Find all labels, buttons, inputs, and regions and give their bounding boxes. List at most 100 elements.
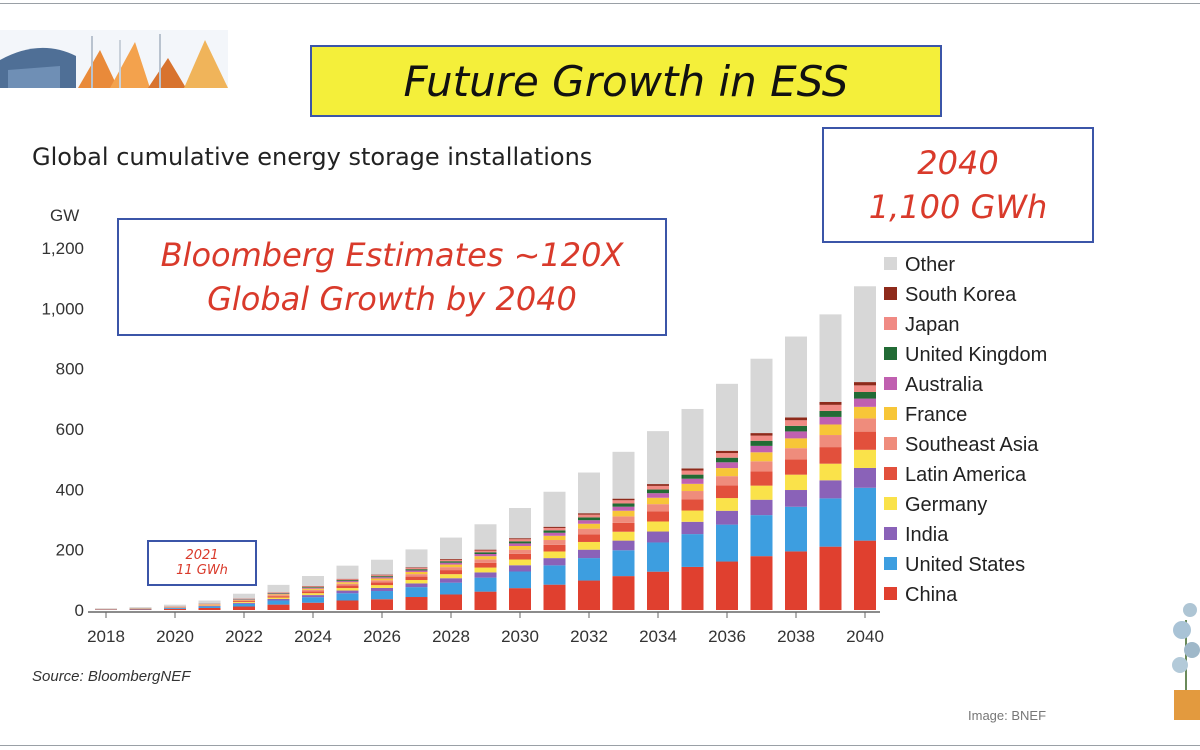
- bar-segment: [785, 459, 807, 475]
- bar-segment: [716, 453, 738, 458]
- legend-swatch: [884, 467, 897, 480]
- bar-segment: [474, 556, 497, 560]
- bar-stack-2039: [819, 314, 842, 610]
- bar-stack-2038: [785, 336, 807, 610]
- bar-segment: [509, 565, 531, 572]
- bar-segment: [405, 580, 428, 584]
- bar-segment: [681, 534, 704, 567]
- bar-segment: [716, 450, 738, 454]
- bar-stack-2034: [647, 431, 669, 610]
- bar-segment: [336, 581, 359, 583]
- legend-swatch: [884, 557, 897, 570]
- bar-segment: [336, 585, 359, 589]
- legend-item: South Korea: [884, 284, 1017, 306]
- bar-segment: [371, 578, 393, 581]
- bar-segment: [302, 597, 324, 603]
- bar-segment: [405, 574, 428, 577]
- bar-segment: [302, 576, 324, 587]
- bar-segment: [440, 578, 462, 583]
- bar-segment: [371, 577, 393, 579]
- legend-item: United Kingdom: [884, 344, 1047, 366]
- bar-stack-2025: [336, 565, 359, 610]
- bar-segment: [543, 527, 566, 531]
- bar-segment: [612, 531, 635, 541]
- y-tick-label: 1,200: [41, 239, 84, 258]
- bar-segment: [750, 485, 773, 500]
- bar-segment: [681, 491, 704, 500]
- bar-segment: [681, 483, 704, 492]
- legend-item: India: [884, 524, 949, 546]
- energy-logo-image: [0, 30, 228, 88]
- bar-segment: [785, 506, 807, 552]
- bar-segment: [543, 491, 566, 527]
- bar-segment: [854, 418, 876, 432]
- bar-segment: [474, 577, 497, 592]
- plant-decoration-image: [1172, 603, 1200, 720]
- bar-segment: [578, 534, 600, 542]
- bar-segment: [440, 561, 462, 563]
- bar-segment: [716, 476, 738, 486]
- x-tick-label: 2040: [846, 627, 884, 646]
- legend-item: Southeast Asia: [884, 434, 1039, 456]
- legend-label: Latin America: [905, 464, 1027, 486]
- bar-segment: [267, 595, 290, 597]
- callout-2040: 2040 1,100 GWh: [822, 127, 1094, 243]
- bar-segment: [509, 559, 531, 566]
- bar-segment: [198, 604, 221, 606]
- bar-segment: [233, 601, 255, 602]
- bar-segment: [509, 549, 531, 554]
- y-tick-label: 200: [56, 541, 84, 560]
- bar-segment: [543, 565, 566, 585]
- bar-segment: [233, 593, 255, 599]
- bar-segment: [612, 451, 635, 499]
- bar-segment: [371, 576, 393, 578]
- legend-item: Other: [884, 254, 955, 276]
- bar-segment: [267, 594, 290, 596]
- bar-segment: [578, 472, 600, 514]
- bar-segment: [681, 499, 704, 511]
- bar-segment: [405, 569, 428, 571]
- bar-segment: [750, 556, 773, 610]
- bar-segment: [474, 562, 497, 568]
- bar-stack-2020: [164, 604, 186, 610]
- bar-segment: [371, 591, 393, 600]
- bar-segment: [716, 485, 738, 499]
- bar-segment: [267, 593, 290, 594]
- bar-segment: [578, 514, 600, 518]
- bar-segment: [681, 510, 704, 522]
- chart-title: Global cumulative energy storage install…: [32, 143, 593, 171]
- bar-segment: [371, 575, 393, 577]
- bar-segment: [543, 526, 566, 528]
- bar-segment: [302, 588, 324, 590]
- legend-swatch: [884, 287, 897, 300]
- bar-segment: [681, 468, 704, 471]
- bar-segment: [785, 474, 807, 491]
- bar-segment: [578, 517, 600, 521]
- bar-segment: [819, 546, 842, 610]
- bar-segment: [474, 567, 497, 573]
- callout-2021: 2021 11 GWh: [147, 540, 257, 586]
- bar-segment: [785, 336, 807, 418]
- bar-segment: [819, 463, 842, 481]
- bar-segment: [543, 535, 566, 541]
- bar-segment: [302, 589, 324, 592]
- y-tick-label: 0: [75, 601, 84, 620]
- bar-segment: [750, 433, 773, 436]
- bar-segment: [647, 504, 669, 512]
- legend-label: United States: [905, 554, 1025, 576]
- bar-segment: [750, 471, 773, 486]
- bar-segment: [371, 599, 393, 610]
- bar-segment: [750, 515, 773, 557]
- bar-segment: [578, 541, 600, 550]
- bar-segment: [716, 468, 738, 477]
- bar-segment: [612, 503, 635, 507]
- bar-segment: [474, 572, 497, 578]
- bar-segment: [267, 593, 290, 595]
- source-note: Source: BloombergNEF: [32, 668, 191, 685]
- x-tick-label: 2038: [777, 627, 815, 646]
- bar-segment: [336, 588, 359, 591]
- bar-stack-2037: [750, 358, 773, 610]
- bar-segment: [267, 604, 290, 610]
- x-tick-label: 2022: [225, 627, 263, 646]
